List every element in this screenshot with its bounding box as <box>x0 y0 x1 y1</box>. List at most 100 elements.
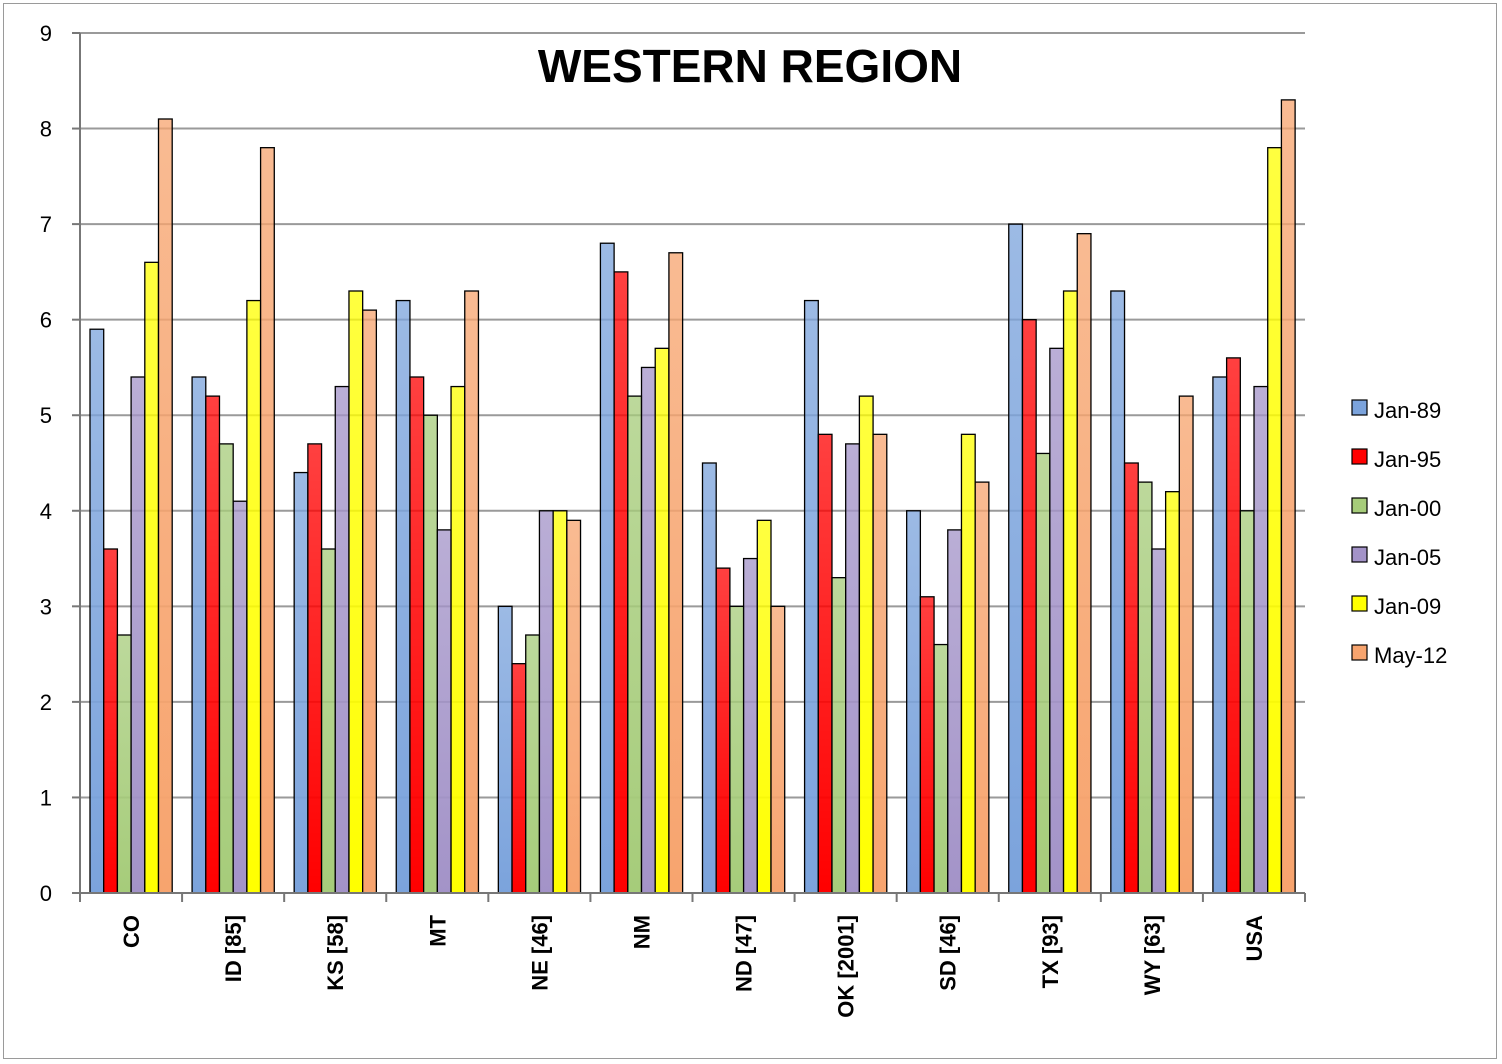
gridlines <box>80 32 1305 799</box>
bar-may-12-4 <box>566 519 582 894</box>
x-category-label: SD [46] <box>936 915 961 991</box>
bar-jan-95-5 <box>613 271 629 894</box>
x-category-label: CO <box>119 915 144 948</box>
bar-jan-09-6 <box>756 519 772 894</box>
legend-swatch <box>1351 595 1368 612</box>
bar-may-12-9 <box>1076 233 1092 894</box>
bar-may-12-3 <box>464 290 480 894</box>
bar-jan-95-8 <box>919 596 935 894</box>
bar-jan-89-3 <box>395 299 411 894</box>
y-tick-label: 3 <box>40 594 52 619</box>
y-tick-label: 6 <box>40 308 52 333</box>
bar-jan-00-2 <box>320 548 336 894</box>
bar-jan-95-10 <box>1123 462 1139 894</box>
bar-jan-05-7 <box>845 443 861 894</box>
x-category-label: OK [2001] <box>834 915 859 1018</box>
legend-label: Jan-00 <box>1374 496 1441 521</box>
y-tick-label: 5 <box>40 403 52 428</box>
legend-swatch <box>1351 448 1368 465</box>
bar-jan-00-7 <box>831 577 847 894</box>
y-axis-ticks: 0 1 2 3 4 5 6 7 8 9 <box>40 21 80 906</box>
x-category-label: TX [93] <box>1038 915 1063 988</box>
bar-jan-95-0 <box>103 548 119 894</box>
bar-jan-05-10 <box>1151 548 1167 894</box>
axes <box>79 33 1306 902</box>
bar-jan-00-5 <box>627 395 643 894</box>
bar-jan-05-2 <box>334 385 350 894</box>
bar-jan-95-2 <box>307 443 323 894</box>
y-tick-label: 4 <box>40 499 52 524</box>
x-axis-categories: CO ID [85] KS [58] MT NE [46] NM ND [47] OK [20… <box>119 914 1267 1017</box>
bar-jan-89-1 <box>191 376 207 894</box>
y-tick-label: 9 <box>40 21 52 46</box>
bar-jan-95-4 <box>511 663 527 894</box>
bars <box>89 99 1296 894</box>
y-tick-label: 1 <box>40 785 52 810</box>
bar-jan-89-0 <box>89 328 105 894</box>
x-category-label: ND [47] <box>732 915 757 992</box>
bar-may-12-2 <box>362 309 378 894</box>
bar-jan-00-10 <box>1137 481 1153 894</box>
bar-jan-89-4 <box>497 605 513 894</box>
bar-jan-05-6 <box>742 557 758 894</box>
bar-jan-95-6 <box>715 567 731 894</box>
x-category-label: USA <box>1242 915 1267 962</box>
bar-jan-95-11 <box>1225 357 1241 894</box>
bar-jan-05-11 <box>1253 385 1269 894</box>
bar-jan-09-1 <box>246 299 262 894</box>
x-category-label: NM <box>629 915 654 949</box>
bar-jan-89-6 <box>701 462 717 894</box>
bar-jan-05-3 <box>436 529 452 894</box>
y-tick-label: 2 <box>40 690 52 715</box>
bar-jan-09-4 <box>552 510 568 894</box>
x-category-label: NE [46] <box>527 915 552 991</box>
bar-jan-09-2 <box>348 290 364 894</box>
y-tick-label: 7 <box>40 212 52 237</box>
x-category-label: KS [58] <box>323 915 348 991</box>
bar-jan-00-6 <box>729 605 745 894</box>
bar-jan-95-7 <box>817 433 833 894</box>
y-tick-label: 0 <box>40 881 52 906</box>
legend-swatch <box>1351 497 1368 514</box>
bar-jan-95-9 <box>1021 319 1037 894</box>
bar-jan-95-1 <box>205 395 221 894</box>
legend-label: Jan-95 <box>1374 447 1441 472</box>
bar-may-12-1 <box>259 147 275 894</box>
legend-swatch <box>1351 644 1368 661</box>
bar-may-12-10 <box>1178 395 1194 894</box>
bar-jan-89-9 <box>1008 223 1024 894</box>
bar-may-12-7 <box>872 433 888 894</box>
bar-may-12-11 <box>1280 99 1296 894</box>
legend-swatch <box>1351 546 1368 563</box>
bar-jan-00-9 <box>1035 452 1051 894</box>
bar-may-12-8 <box>974 481 990 894</box>
bar-jan-00-3 <box>422 414 438 894</box>
bar-jan-09-11 <box>1267 147 1283 894</box>
bar-jan-00-0 <box>116 634 132 894</box>
bar-jan-05-8 <box>947 529 963 894</box>
legend-label: Jan-89 <box>1374 398 1441 423</box>
bar-jan-00-8 <box>933 643 949 894</box>
bar-jan-95-3 <box>409 376 425 894</box>
bar-jan-09-0 <box>144 261 160 894</box>
bar-jan-09-3 <box>450 385 466 894</box>
x-category-label: WY [63] <box>1140 915 1165 995</box>
legend-label: May-12 <box>1374 643 1447 668</box>
bar-jan-00-11 <box>1239 510 1255 894</box>
bar-jan-05-9 <box>1049 347 1065 894</box>
bar-jan-09-5 <box>654 347 670 894</box>
x-category-label: ID [85] <box>221 915 246 982</box>
bar-jan-05-0 <box>130 376 146 894</box>
bar-jan-89-7 <box>803 299 819 894</box>
bar-jan-89-2 <box>293 471 309 894</box>
bar-jan-09-10 <box>1164 491 1180 894</box>
x-category-label: MT <box>425 914 450 946</box>
bar-jan-00-4 <box>525 634 541 894</box>
chart-title: WESTERN REGION <box>538 40 962 92</box>
bar-jan-89-8 <box>906 510 922 894</box>
bar-jan-09-7 <box>858 395 874 894</box>
bar-jan-09-9 <box>1062 290 1078 894</box>
legend: Jan-89 Jan-95 Jan-00 Jan-05 Jan-09 May-12 <box>1351 398 1447 668</box>
bar-jan-89-10 <box>1110 290 1126 894</box>
